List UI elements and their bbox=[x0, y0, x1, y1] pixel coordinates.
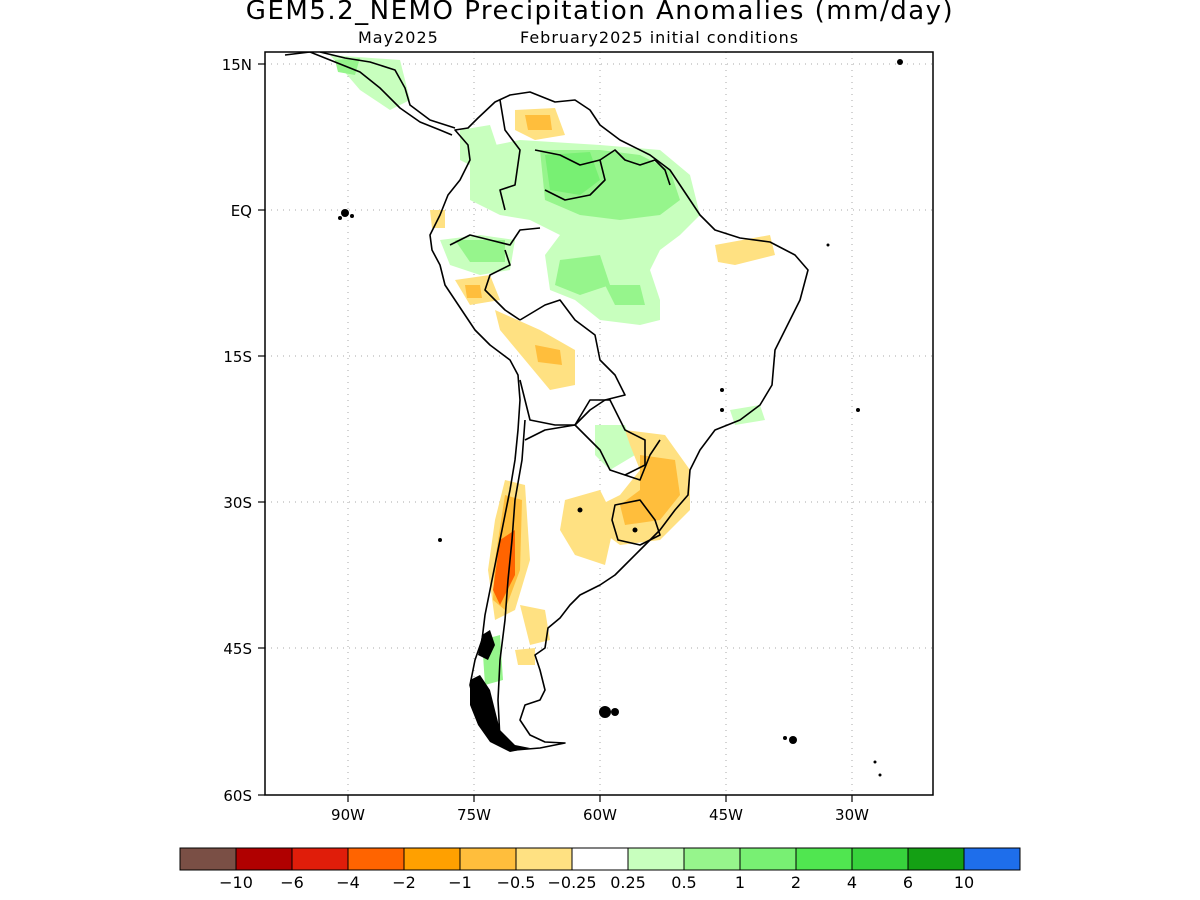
border-venezuela-colombia bbox=[499, 99, 521, 211]
anomaly-wet-central bbox=[555, 255, 610, 295]
anomaly-dry-argentina bbox=[560, 490, 615, 565]
colorbar-swatch bbox=[403, 847, 461, 871]
border-guyanas bbox=[599, 149, 671, 186]
anomaly-wet-west bbox=[455, 240, 505, 262]
colorbar-swatch bbox=[963, 847, 1021, 871]
init-conditions: February2025 initial conditions bbox=[520, 28, 800, 47]
colorbar-swatch bbox=[347, 847, 405, 871]
colorbar-label: 6 bbox=[903, 873, 913, 892]
anomaly-dry-patagonia bbox=[520, 605, 550, 645]
south-america-coast bbox=[429, 91, 809, 751]
lat-label: 30S bbox=[223, 494, 252, 512]
colorbar-label: −6 bbox=[280, 873, 304, 892]
colorbar-label: 2 bbox=[791, 873, 801, 892]
lon-label: 30W bbox=[835, 806, 869, 824]
colorbar-swatch bbox=[795, 847, 853, 871]
colorbar-label: −2 bbox=[392, 873, 416, 892]
colorbar-swatch bbox=[683, 847, 741, 871]
lon-label: 75W bbox=[457, 806, 491, 824]
anomaly-dry-bolivia bbox=[495, 310, 575, 390]
border-brazil-argentina bbox=[624, 439, 661, 481]
lat-label: 60S bbox=[223, 787, 252, 805]
valid-month: May2025 bbox=[358, 28, 439, 47]
anomaly-shading bbox=[330, 55, 775, 685]
colorbar-label: −4 bbox=[336, 873, 360, 892]
colorbar-label: −10 bbox=[219, 873, 253, 892]
colorbar-swatch bbox=[179, 847, 237, 871]
lat-label: 15S bbox=[223, 348, 252, 366]
lon-label: 45W bbox=[709, 806, 743, 824]
lat-label: 45S bbox=[223, 640, 252, 658]
anomaly-dry-patagonia2 bbox=[515, 648, 535, 665]
colorbar-label: −1 bbox=[448, 873, 472, 892]
colorbar-swatch bbox=[739, 847, 797, 871]
colorbar-swatch bbox=[291, 847, 349, 871]
anomaly-dry-bolivia-core bbox=[535, 345, 562, 365]
colorbar-swatch bbox=[459, 847, 517, 871]
border-argentina-chile bbox=[497, 419, 526, 741]
anomaly-dry-south-brazil-core bbox=[620, 455, 680, 525]
colorbar: −10 −6 −4 −2 −1 −0.5 −0.25 0.25 0.5 1 2 4 6 10 bbox=[179, 847, 1021, 892]
border-peru-brazil bbox=[484, 249, 521, 321]
lon-label: 90W bbox=[331, 806, 365, 824]
islands bbox=[338, 59, 903, 777]
border-bolivia bbox=[519, 299, 626, 426]
colorbar-label: 0.25 bbox=[610, 873, 646, 892]
colorbar-label: 1 bbox=[735, 873, 745, 892]
colorbar-swatch bbox=[515, 847, 573, 871]
colorbar-label: 0.5 bbox=[671, 873, 696, 892]
anomaly-wet-central2 bbox=[605, 285, 645, 305]
anomaly-dry-ne-brazil bbox=[715, 235, 775, 265]
tick-marks bbox=[258, 63, 853, 802]
lon-label: 60W bbox=[583, 806, 617, 824]
coastlines bbox=[284, 52, 809, 751]
map-title: GEM5.2_NEMO Precipitation Anomalies (mm/… bbox=[245, 0, 955, 26]
colorbar-label: −0.25 bbox=[547, 873, 596, 892]
border-argentina-north bbox=[524, 424, 576, 441]
colorbar-label: −0.5 bbox=[497, 873, 536, 892]
border-uruguay bbox=[611, 499, 661, 546]
border-paraguay bbox=[574, 399, 646, 476]
anomaly-dry-chile-core bbox=[493, 530, 515, 605]
anomaly-dry-peru-core bbox=[465, 285, 482, 298]
anomaly-dry-venezuela-core bbox=[525, 115, 552, 130]
lat-label: 15N bbox=[222, 56, 252, 74]
latitude-labels: 15N EQ 15S 30S 45S 60S bbox=[222, 56, 252, 805]
border-colombia-peru bbox=[449, 227, 541, 246]
longitude-labels: 90W 75W 60W 45W 30W bbox=[331, 806, 869, 824]
border-venezuela-brazil bbox=[534, 149, 606, 201]
colorbar-label: 4 bbox=[847, 873, 857, 892]
colorbar-swatch bbox=[907, 847, 965, 871]
colorbar-swatch bbox=[851, 847, 909, 871]
colorbar-swatch bbox=[571, 847, 629, 871]
colorbar-swatch bbox=[235, 847, 293, 871]
map-frame bbox=[264, 51, 934, 796]
colorbar-label: 10 bbox=[954, 873, 974, 892]
lat-label: EQ bbox=[231, 202, 252, 220]
colorbar-swatch bbox=[627, 847, 685, 871]
